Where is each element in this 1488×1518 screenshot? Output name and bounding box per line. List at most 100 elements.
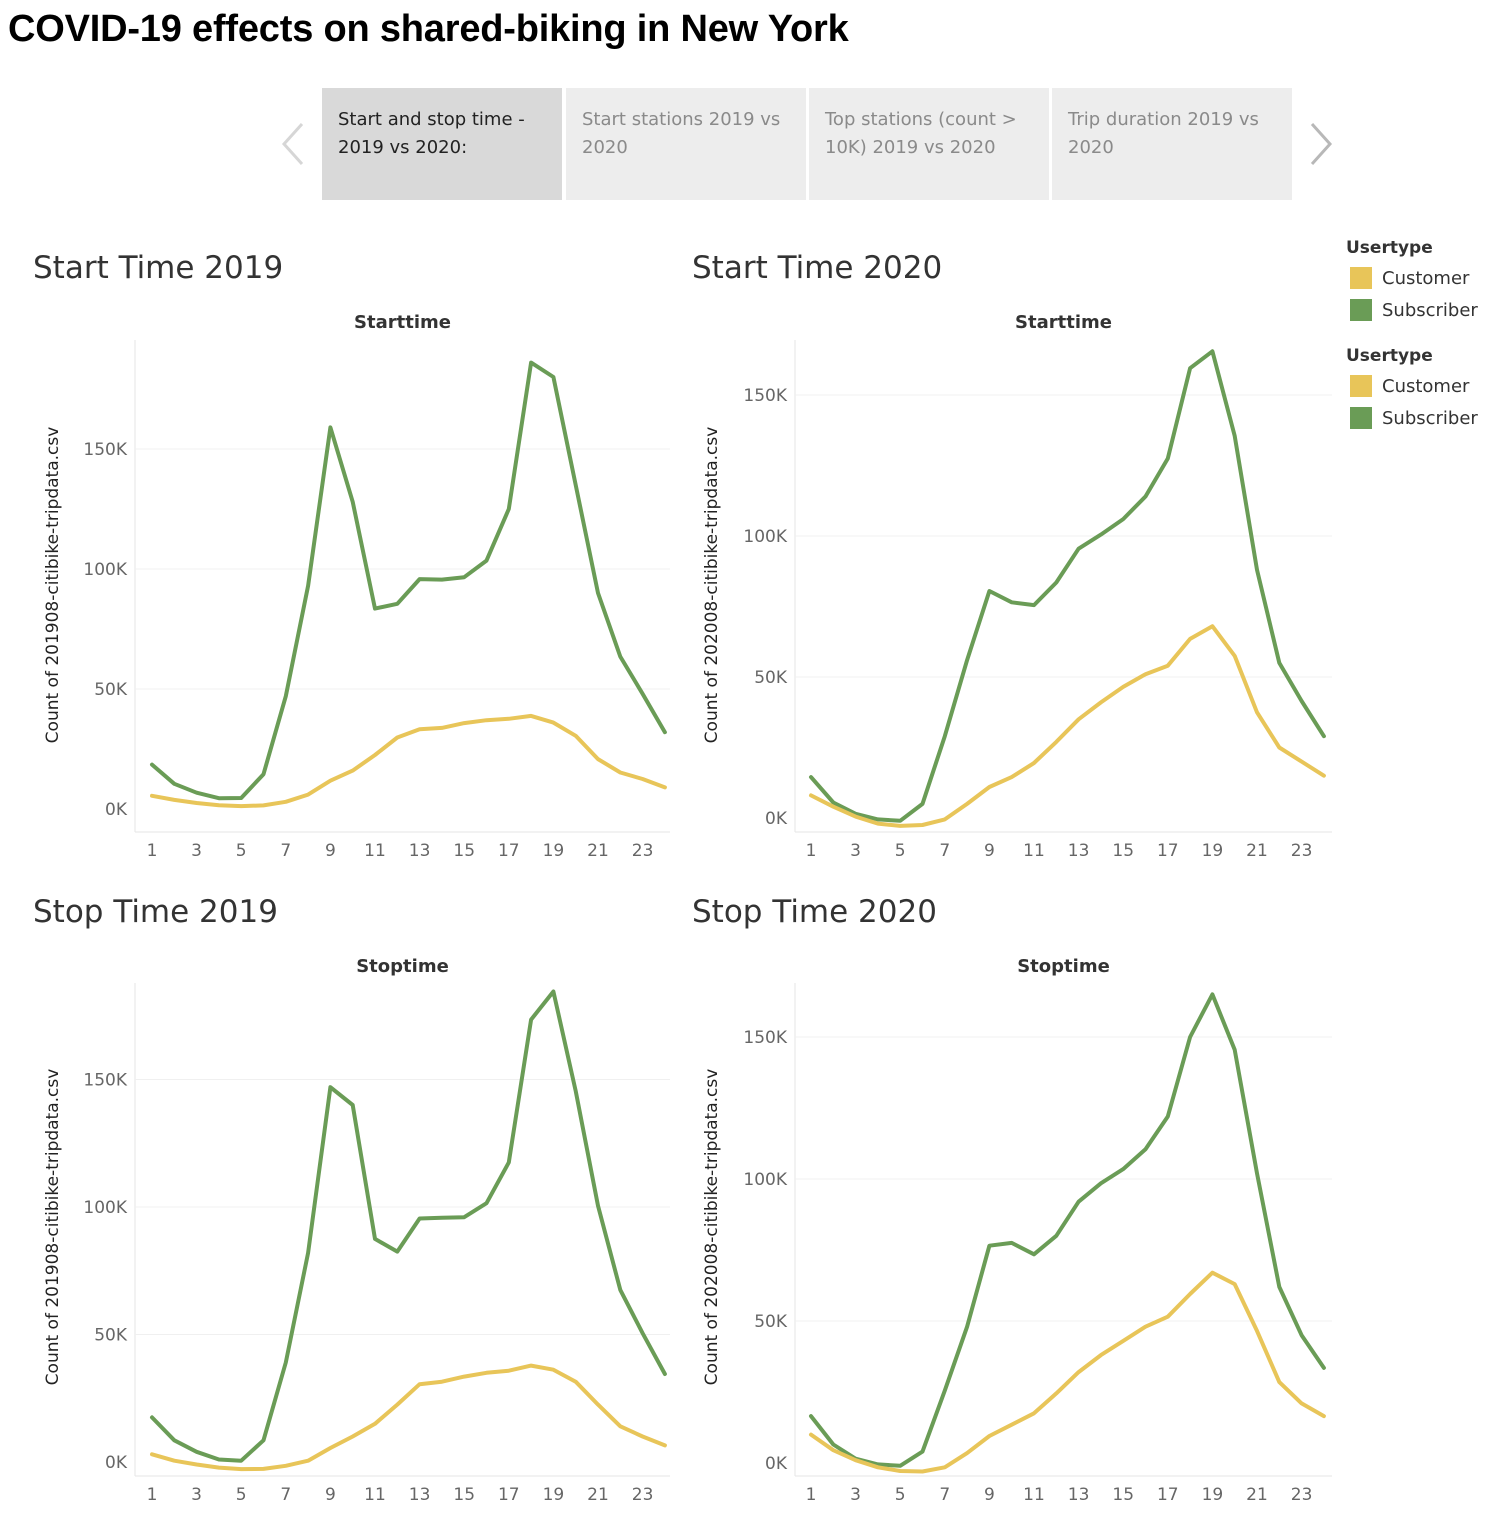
x-tick-label: 17 bbox=[498, 841, 520, 861]
x-tick-label: 15 bbox=[1112, 841, 1134, 861]
x-tick-label: 3 bbox=[850, 841, 861, 861]
y-tick-label: 0K bbox=[105, 800, 128, 820]
y-tick-label: 100K bbox=[743, 527, 787, 547]
x-tick-label: 19 bbox=[543, 1485, 565, 1505]
x-tick-label: 17 bbox=[1157, 1485, 1179, 1505]
x-field-header: Starttime bbox=[1015, 312, 1112, 333]
y-tick-label: 150K bbox=[743, 386, 787, 406]
x-tick-label: 9 bbox=[984, 841, 995, 861]
y-tick-label: 50K bbox=[754, 1312, 788, 1332]
x-tick-label: 5 bbox=[895, 1485, 906, 1505]
chevron-left-icon[interactable] bbox=[278, 118, 308, 170]
x-tick-label: 23 bbox=[1291, 1485, 1313, 1505]
x-tick-label: 21 bbox=[587, 1485, 609, 1505]
legend-item-customer[interactable]: Customer bbox=[1346, 370, 1478, 402]
legend-item-subscriber[interactable]: Subscriber bbox=[1346, 294, 1478, 326]
y-tick-label: 50K bbox=[94, 680, 128, 700]
story-title: COVID-19 effects on shared-biking in New… bbox=[8, 8, 849, 50]
series-line-subscriber[interactable] bbox=[809, 992, 1326, 1468]
tab-label-line1: Trip duration 2019 vs bbox=[1068, 109, 1259, 130]
y-tick-label: 150K bbox=[743, 1028, 787, 1048]
y-tick-label: 100K bbox=[83, 1198, 127, 1218]
y-tick-label: 0K bbox=[765, 809, 788, 829]
x-tick-label: 9 bbox=[325, 841, 336, 861]
x-tick-label: 23 bbox=[632, 841, 654, 861]
y-tick-label: 100K bbox=[83, 560, 127, 580]
x-tick-label: 9 bbox=[984, 1485, 995, 1505]
chevron-right-icon[interactable] bbox=[1306, 118, 1336, 170]
tab-label-line2: 2020 bbox=[1068, 137, 1114, 158]
x-tick-label: 23 bbox=[632, 1485, 654, 1505]
x-tick-label: 7 bbox=[939, 841, 950, 861]
y-tick-label: 150K bbox=[83, 1071, 127, 1091]
x-field-header: Stoptime bbox=[356, 956, 449, 977]
legend-usertype: Usertype Customer Subscriber bbox=[1346, 238, 1478, 326]
x-tick-label: 9 bbox=[325, 1485, 336, 1505]
series-line-subscriber[interactable] bbox=[150, 989, 667, 1463]
x-tick-label: 13 bbox=[1068, 1485, 1090, 1505]
y-tick-label: 0K bbox=[765, 1454, 788, 1474]
tab-label-line2: 10K) 2019 vs 2020 bbox=[825, 137, 996, 158]
sheet-title-start-2020: Start Time 2020 bbox=[692, 250, 943, 286]
x-tick-label: 1 bbox=[147, 841, 158, 861]
series-line-customer[interactable] bbox=[150, 1363, 667, 1472]
series-line-subscriber[interactable] bbox=[809, 349, 1326, 823]
x-tick-label: 21 bbox=[1246, 841, 1268, 861]
x-tick-label: 13 bbox=[409, 841, 431, 861]
x-tick-label: 19 bbox=[1202, 1485, 1224, 1505]
series-line-customer[interactable] bbox=[809, 1270, 1326, 1474]
x-tick-label: 21 bbox=[587, 841, 609, 861]
series-line-customer[interactable] bbox=[809, 624, 1326, 828]
x-tick-label: 21 bbox=[1246, 1485, 1268, 1505]
tab-label-line2: 2019 vs 2020: bbox=[338, 137, 468, 158]
y-tick-label: 0K bbox=[105, 1453, 128, 1473]
x-tick-label: 15 bbox=[453, 1485, 475, 1505]
y-axis-title: Count of 202008-citibike-tripdata.csv bbox=[702, 427, 722, 744]
x-field-header: Stoptime bbox=[1017, 956, 1110, 977]
story-tab-top-stations[interactable]: Top stations (count > 10K) 2019 vs 2020 bbox=[809, 88, 1049, 200]
x-tick-label: 7 bbox=[939, 1485, 950, 1505]
x-tick-label: 3 bbox=[191, 1485, 202, 1505]
y-axis-title: Count of 201908-citibike-tripdata.csv bbox=[43, 427, 63, 744]
x-tick-label: 13 bbox=[409, 1485, 431, 1505]
x-tick-label: 11 bbox=[1023, 1485, 1045, 1505]
y-tick-label: 150K bbox=[83, 440, 127, 460]
x-tick-label: 15 bbox=[1112, 1485, 1134, 1505]
x-field-header: Starttime bbox=[354, 312, 451, 333]
x-tick-label: 19 bbox=[1202, 841, 1224, 861]
legend-label: Subscriber bbox=[1382, 407, 1478, 429]
legend-swatch-customer bbox=[1350, 267, 1372, 289]
tab-label-line2: 2020 bbox=[582, 137, 628, 158]
y-axis-title: Count of 202008-citibike-tripdata.csv bbox=[702, 1069, 722, 1386]
x-tick-label: 11 bbox=[1023, 841, 1045, 861]
story-tab-trip-duration[interactable]: Trip duration 2019 vs 2020 bbox=[1052, 88, 1292, 200]
x-tick-label: 23 bbox=[1291, 841, 1313, 861]
x-tick-label: 3 bbox=[850, 1485, 861, 1505]
x-tick-label: 1 bbox=[806, 841, 817, 861]
legend-label: Customer bbox=[1382, 267, 1470, 289]
x-tick-label: 5 bbox=[236, 1485, 247, 1505]
legend-title: Usertype bbox=[1346, 346, 1433, 366]
legend-item-customer[interactable]: Customer bbox=[1346, 262, 1478, 294]
legend-label: Subscriber bbox=[1382, 299, 1478, 321]
x-tick-label: 1 bbox=[147, 1485, 158, 1505]
legend-label: Customer bbox=[1382, 375, 1470, 397]
tab-label-line1: Start stations 2019 vs bbox=[582, 109, 781, 130]
series-line-customer[interactable] bbox=[150, 713, 667, 809]
sheet-title-stop-2019: Stop Time 2019 bbox=[33, 894, 278, 930]
x-tick-label: 1 bbox=[806, 1485, 817, 1505]
tab-label-line1: Start and stop time - bbox=[338, 109, 525, 130]
series-line-subscriber[interactable] bbox=[150, 360, 667, 801]
x-tick-label: 17 bbox=[498, 1485, 520, 1505]
x-tick-label: 19 bbox=[543, 841, 565, 861]
story-tab-start-stop-time[interactable]: Start and stop time - 2019 vs 2020: bbox=[322, 88, 562, 200]
sheet-title-stop-2020: Stop Time 2020 bbox=[692, 894, 937, 930]
legend-title: Usertype bbox=[1346, 238, 1433, 258]
legend-item-subscriber[interactable]: Subscriber bbox=[1346, 402, 1478, 434]
story-tab-start-stations[interactable]: Start stations 2019 vs 2020 bbox=[566, 88, 806, 200]
y-tick-label: 100K bbox=[743, 1170, 787, 1190]
x-tick-label: 15 bbox=[453, 841, 475, 861]
